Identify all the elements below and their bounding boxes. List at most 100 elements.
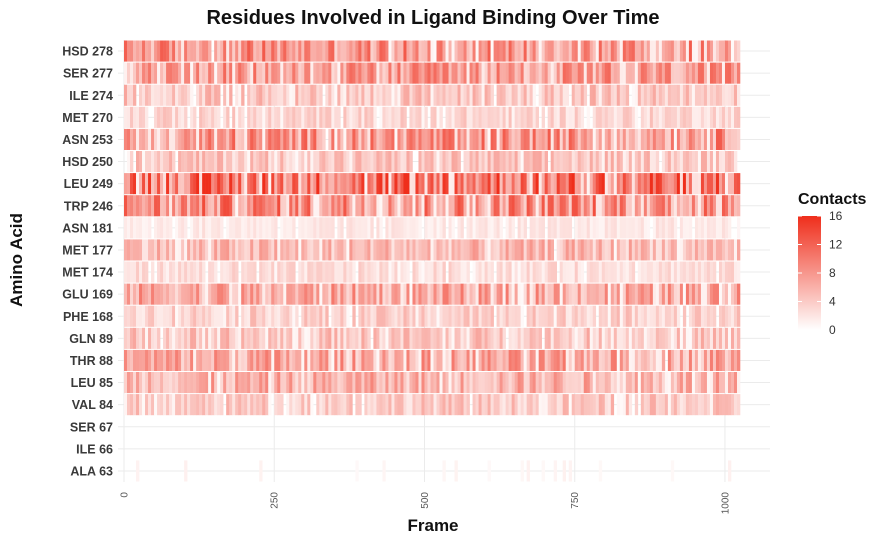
heatmap-cell	[670, 128, 675, 150]
heatmap-cell	[424, 195, 428, 217]
heatmap-cell	[130, 62, 134, 84]
heatmap-cell	[541, 261, 545, 283]
heatmap-cell	[220, 151, 224, 173]
heatmap-cell	[193, 40, 197, 62]
heatmap-cell	[319, 151, 323, 173]
heatmap-cell	[562, 84, 567, 106]
heatmap-cell	[277, 394, 281, 416]
heatmap-cell	[154, 62, 158, 84]
heatmap-cell	[463, 106, 467, 128]
heatmap-cell	[478, 151, 482, 173]
heatmap-cell	[340, 261, 344, 283]
heatmap-cell	[727, 62, 732, 84]
heatmap-cell	[433, 40, 437, 62]
heatmap-cell	[445, 349, 449, 371]
heatmap-cell	[148, 305, 152, 327]
heatmap-cell	[184, 62, 188, 84]
heatmap-cell	[616, 327, 621, 349]
heatmap-cell	[625, 217, 630, 239]
heatmap-cell	[628, 372, 633, 394]
heatmap-cell	[541, 349, 545, 371]
heatmap-cell	[418, 261, 422, 283]
heatmap-cell	[448, 106, 452, 128]
heatmap-cell	[619, 305, 624, 327]
heatmap-cell	[151, 173, 155, 195]
heatmap-cell	[505, 239, 509, 261]
heatmap-cell	[283, 261, 287, 283]
heatmap-cell	[199, 84, 203, 106]
heatmap-cell	[451, 349, 455, 371]
heatmap-cell	[430, 283, 434, 305]
heatmap-cell	[139, 283, 143, 305]
heatmap-cell	[382, 372, 386, 394]
heatmap-cell	[466, 261, 470, 283]
heatmap-cell	[442, 62, 446, 84]
heatmap-cell	[574, 283, 579, 305]
heatmap-cell	[166, 283, 170, 305]
heatmap-cell	[160, 394, 164, 416]
heatmap-cell	[154, 327, 158, 349]
heatmap-cell	[370, 394, 374, 416]
heatmap-cell	[484, 349, 488, 371]
heatmap-cell	[316, 283, 320, 305]
heatmap-cell	[295, 128, 299, 150]
heatmap-cell	[322, 151, 326, 173]
heatmap-cell	[715, 394, 720, 416]
heatmap-cell	[658, 195, 663, 217]
heatmap-cell	[244, 217, 248, 239]
heatmap-cell	[355, 239, 359, 261]
heatmap-cell	[547, 173, 551, 195]
heatmap-cell	[676, 239, 681, 261]
heatmap-cell	[322, 305, 326, 327]
heatmap-cell	[499, 128, 503, 150]
heatmap-cell	[733, 195, 738, 217]
heatmap-cell	[562, 151, 567, 173]
heatmap-cell	[415, 128, 419, 150]
heatmap-cell	[619, 62, 624, 84]
heatmap-cell	[514, 239, 518, 261]
heatmap-cell	[334, 394, 338, 416]
heatmap-cell	[697, 349, 702, 371]
heatmap-cell	[610, 261, 615, 283]
heatmap-cell	[604, 195, 609, 217]
heatmap-cell	[475, 195, 479, 217]
heatmap-cell	[535, 128, 539, 150]
heatmap-cell	[454, 128, 458, 150]
heatmap-cell	[475, 372, 479, 394]
heatmap-cell	[526, 84, 530, 106]
heatmap-cell	[559, 239, 564, 261]
heatmap-cell	[508, 239, 512, 261]
heatmap-cell	[493, 106, 497, 128]
heatmap-cell	[613, 305, 618, 327]
heatmap-cell	[262, 106, 266, 128]
heatmap-cell	[706, 327, 711, 349]
heatmap-cell	[670, 151, 675, 173]
heatmap-cell	[271, 327, 275, 349]
heatmap-cell	[376, 283, 380, 305]
heatmap-cell	[256, 195, 260, 217]
heatmap-cell	[124, 40, 128, 62]
heatmap-cell	[373, 151, 377, 173]
heatmap-cell	[325, 106, 329, 128]
heatmap-cell	[430, 173, 434, 195]
heatmap-cell	[346, 106, 350, 128]
heatmap-cell	[556, 62, 560, 84]
heatmap-cell	[565, 239, 570, 261]
heatmap-cell	[691, 128, 696, 150]
heatmap-cell	[541, 217, 545, 239]
heatmap-cell	[229, 327, 233, 349]
heatmap-cell	[643, 151, 648, 173]
heatmap-cell	[580, 40, 585, 62]
heatmap-cell	[721, 394, 726, 416]
heatmap-cell	[574, 173, 579, 195]
heatmap-cell	[166, 261, 170, 283]
heatmap-cell	[721, 217, 726, 239]
heatmap-cell	[250, 173, 254, 195]
heatmap-cell	[511, 349, 515, 371]
heatmap-cell	[229, 239, 233, 261]
heatmap-cell	[529, 217, 533, 239]
heatmap-cell	[316, 128, 320, 150]
heatmap-cell	[376, 261, 380, 283]
heatmap-cell	[271, 239, 275, 261]
heatmap-cell	[148, 151, 152, 173]
